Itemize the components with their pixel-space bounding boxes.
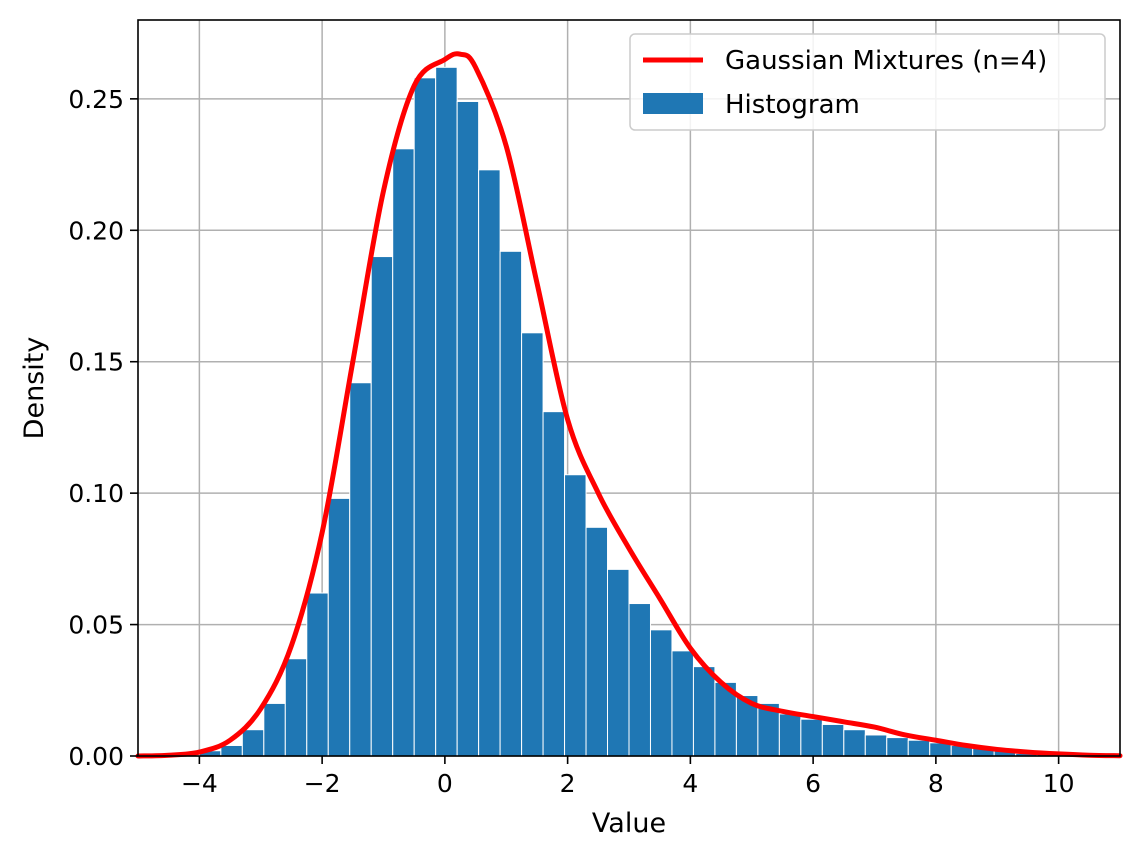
legend: Gaussian Mixtures (n=4) Histogram	[629, 33, 1106, 131]
histogram-bar	[284, 658, 308, 757]
x-tick-label: 10	[1043, 769, 1075, 798]
y-tick-label: 0.25	[68, 85, 124, 114]
histogram-bar	[220, 744, 243, 757]
histogram-bars	[198, 66, 1060, 757]
x-axis-title: Value	[592, 808, 666, 839]
histogram-bar	[370, 256, 394, 757]
x-axis: −4 −2 0 2 4 6 8 10	[181, 756, 1075, 798]
legend-histogram-swatch	[643, 93, 703, 114]
histogram-bar	[456, 100, 480, 757]
histogram-bar	[628, 603, 651, 757]
histogram-bar	[263, 702, 286, 757]
histogram-bar	[585, 526, 609, 757]
histogram-bar	[413, 77, 437, 757]
y-tick-label: 0.15	[68, 348, 124, 377]
histogram-bar	[327, 497, 351, 757]
legend-curve-label: Gaussian Mixtures (n=4)	[725, 46, 1047, 76]
y-axis: 0.00 0.05 0.10 0.15 0.20 0.25	[68, 85, 138, 771]
histogram-bar	[671, 650, 694, 757]
histogram-bar	[821, 723, 845, 757]
y-axis-title: Density	[19, 337, 50, 440]
plot-frame	[137, 19, 1121, 757]
legend-box	[629, 33, 1106, 131]
histogram-bar	[800, 718, 823, 757]
histogram-bar	[499, 250, 523, 757]
histogram-bar	[907, 739, 931, 757]
x-tick-label: 6	[805, 769, 821, 798]
x-tick-label: −4	[181, 769, 218, 798]
histogram-bar	[843, 729, 866, 757]
legend-histogram-label: Histogram	[725, 90, 860, 120]
histogram-bar	[478, 169, 501, 757]
x-tick-label: 0	[437, 769, 453, 798]
histogram-bar	[435, 66, 458, 757]
x-tick-label: 4	[682, 769, 698, 798]
histogram-bar	[521, 332, 544, 757]
histogram-bar	[564, 474, 587, 757]
histogram-bar	[692, 666, 716, 757]
y-tick-label: 0.00	[68, 742, 124, 771]
x-tick-label: −2	[304, 769, 341, 798]
histogram-bar	[392, 148, 415, 757]
curve-layer	[135, 51, 1123, 759]
histogram-bar	[649, 629, 673, 757]
y-tick-label: 0.05	[68, 611, 124, 640]
histogram-bar	[349, 382, 372, 757]
histogram-bar	[886, 737, 909, 757]
histogram-bar	[241, 729, 265, 757]
histogram-bar	[864, 734, 888, 757]
x-tick-label: 8	[928, 769, 944, 798]
gaussian-mixture-curve	[135, 51, 1123, 759]
x-tick-label: 2	[560, 769, 576, 798]
histogram-bar	[306, 592, 329, 757]
histogram-bar	[542, 411, 566, 757]
y-tick-label: 0.10	[68, 479, 124, 508]
histogram-bar	[778, 713, 802, 757]
histogram-bar	[607, 568, 630, 757]
y-tick-label: 0.20	[68, 216, 124, 245]
